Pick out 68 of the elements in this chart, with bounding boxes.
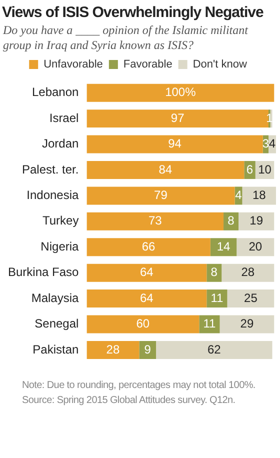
- y-tick-label: Israel: [49, 110, 79, 125]
- bar: [86, 264, 207, 282]
- bar: [238, 212, 274, 230]
- data-label: 100%: [165, 85, 196, 100]
- data-label: 14: [216, 239, 231, 254]
- data-label: 66: [142, 239, 156, 254]
- data-label: 4: [268, 136, 276, 151]
- data-label: 10: [258, 162, 272, 176]
- y-tick-label: Nigeria: [40, 239, 80, 254]
- data-label: 25: [244, 290, 258, 305]
- bar: [86, 290, 207, 308]
- chart-subtitle: Do you have a ____ opinion of the Islamic militant group in Iraq and Syria known as ISIS?: [2, 23, 250, 53]
- data-label: 64: [140, 265, 154, 280]
- bar: [220, 315, 274, 334]
- y-tick-label: Malaysia: [31, 290, 80, 305]
- bar: [139, 340, 156, 359]
- y-tick-label: Pakistan: [32, 342, 79, 356]
- y-tick-label: Jordan: [42, 136, 79, 151]
- legend-label: Don't know: [192, 58, 247, 71]
- bar: [86, 340, 140, 359]
- data-label: 9: [144, 342, 152, 356]
- data-label: 3: [262, 136, 270, 151]
- data-label: 97: [170, 110, 185, 125]
- legend-label: Unfavorable: [44, 58, 103, 71]
- bar: [86, 238, 210, 256]
- data-label: 8: [228, 214, 235, 228]
- bar: [227, 290, 274, 308]
- data-label: 28: [106, 342, 120, 356]
- data-label: 94: [168, 136, 182, 151]
- data-label: 64: [140, 290, 154, 305]
- legend-label: Favorable: [123, 58, 172, 71]
- data-label: 84: [158, 162, 172, 176]
- y-tick-label: Burkina Faso: [8, 265, 80, 280]
- bar: [86, 212, 224, 230]
- y-tick-label: Palest. ter.: [22, 162, 79, 176]
- bar: [86, 84, 274, 102]
- bar: [222, 264, 274, 282]
- bar: [206, 290, 228, 308]
- y-tick-label: Senegal: [34, 316, 79, 331]
- bar: [86, 135, 263, 154]
- data-label: 29: [240, 316, 254, 331]
- y-tick-label: Lebanon: [32, 85, 79, 100]
- data-label: 8: [210, 265, 218, 280]
- data-label: 73: [148, 214, 162, 228]
- bar: [236, 238, 274, 256]
- source-note: Source: Spring 2015 Global Attitudes survey. Q12n.: [22, 394, 236, 408]
- data-label: 4: [235, 188, 242, 202]
- bar: [86, 110, 269, 128]
- bar: [242, 186, 276, 205]
- data-label: 18: [252, 188, 266, 202]
- data-label: 20: [248, 239, 262, 254]
- text: Note: Due to rounding, percentages may not total 100%.: [22, 379, 256, 393]
- data-label: 79: [154, 188, 168, 202]
- data-label: 11: [210, 290, 224, 305]
- bar: [86, 186, 235, 205]
- bar: [199, 315, 220, 334]
- bar: [86, 315, 200, 334]
- bar: [156, 340, 272, 359]
- data-label: 28: [241, 265, 255, 280]
- y-tick-label: Indonesia: [26, 188, 80, 202]
- data-label: 11: [203, 316, 216, 331]
- data-label: 19: [250, 214, 264, 228]
- chart-title: Views of ISIS Overwhelmingly Negative: [1, 3, 264, 23]
- data-label: 60: [136, 316, 150, 331]
- data-label: 62: [207, 342, 222, 356]
- bar: [86, 160, 244, 179]
- y-tick-label: Turkey: [42, 214, 79, 228]
- data-label: 6: [246, 162, 254, 176]
